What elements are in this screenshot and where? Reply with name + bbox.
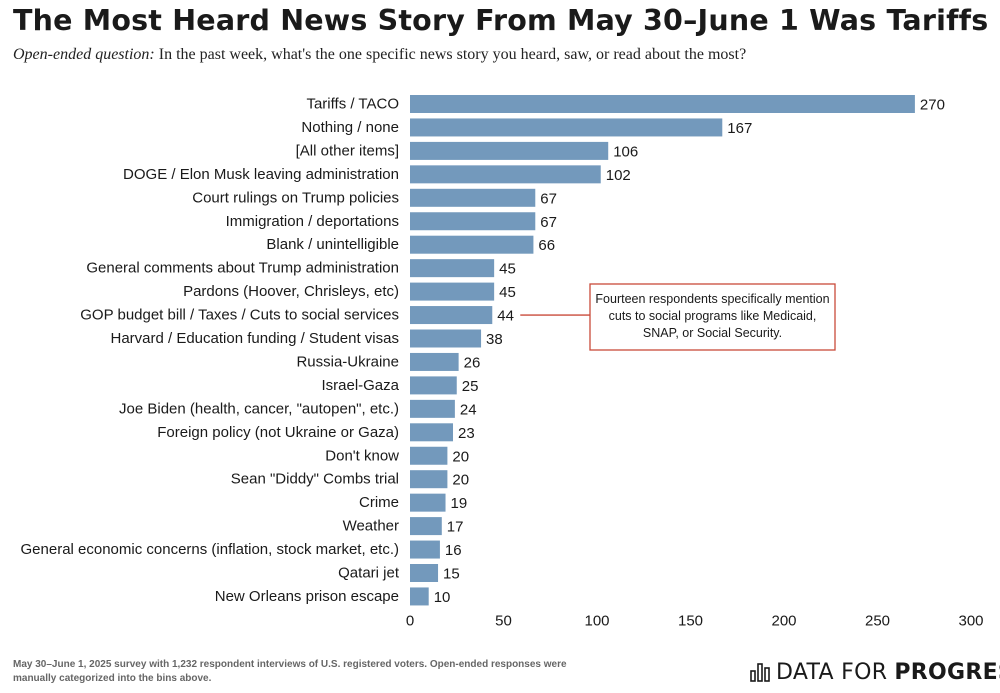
x-tick-label: 300 [958,613,983,630]
value-label: 16 [445,542,462,559]
bar [410,517,442,536]
value-label: 26 [464,354,481,371]
bar [410,470,448,489]
category-label: Israel-Gaza [321,377,399,394]
category-label: Russia-Ukraine [296,353,399,370]
bar [410,282,495,301]
value-label: 20 [452,448,469,465]
value-label: 25 [462,378,479,395]
annotation-text-line: Fourteen respondents specifically mentio… [595,292,829,306]
bar-chart: Tariffs / TACO 270 Nothing / none 167 [All o… [21,95,984,630]
brand-name-light: DATA FOR [776,659,888,685]
value-label: 106 [613,143,638,160]
bar [410,423,454,442]
category-label: Weather [343,518,399,535]
category-label: General economic concerns (inflation, st… [21,541,400,558]
value-label: 66 [538,237,555,254]
category-label: Qatari jet [338,565,400,582]
category-label: Harvard / Education funding / Student vi… [110,330,399,347]
value-label: 15 [443,566,460,583]
chart-title: The Most Heard News Story From May 30–Ju… [13,4,989,37]
x-tick-label: 250 [865,613,890,630]
category-label: New Orleans prison escape [215,588,399,605]
bar [410,376,457,395]
value-label: 44 [497,308,514,325]
bar [410,141,609,160]
bar [410,329,482,348]
category-label: General comments about Trump administrat… [86,260,399,277]
bar [410,235,534,254]
value-label: 67 [540,214,557,231]
value-label: 45 [499,261,516,278]
category-label: Joe Biden (health, cancer, "autopen", et… [119,400,399,417]
footnote: May 30–June 1, 2025 survey with 1,232 re… [13,659,567,684]
bar [410,306,493,325]
value-label: 102 [606,167,631,184]
category-label: Foreign policy (not Ukraine or Gaza) [157,424,399,441]
bar [410,587,429,606]
value-label: 10 [434,589,451,606]
bar [410,118,723,137]
annotation-box [589,283,836,351]
bar [410,564,439,582]
category-label: [All other items] [296,142,399,159]
bar [410,399,455,418]
value-label: 19 [451,495,468,512]
value-label: 23 [458,425,475,442]
value-label: 167 [727,120,752,137]
category-label: Crime [359,494,399,511]
bar-chart-logo-icon [750,663,770,682]
x-tick-label: 50 [495,613,512,630]
value-label: 24 [460,401,477,418]
x-tick-label: 200 [771,613,796,630]
chart-subtitle: Open-ended question: In the past week, w… [13,46,746,64]
value-label: 17 [447,519,464,536]
annotation-text-line: SNAP, or Social Security. [643,326,782,340]
category-label: Don't know [325,447,399,464]
bar [410,212,536,231]
bar [410,540,440,559]
value-label: 67 [540,190,557,207]
question-label: Open-ended question: [13,46,155,63]
category-label: Pardons (Hoover, Chrisleys, etc) [183,283,399,300]
category-label: GOP budget bill / Taxes / Cuts to social… [80,307,399,324]
bar [410,493,446,512]
category-label: Sean "Diddy" Combs trial [231,471,399,488]
category-label: Tariffs / TACO [306,96,399,113]
bar [410,188,536,207]
question-text: In the past week, what's the one specifi… [158,46,747,63]
brand-name-bold: PROGRESS [894,659,1000,685]
bar [410,259,495,278]
value-label: 270 [920,97,945,114]
category-label: Court rulings on Trump policies [192,189,399,206]
bar [410,446,448,465]
x-tick-label: 100 [584,613,609,630]
bar [410,165,601,184]
category-label: Blank / unintelligible [266,236,399,253]
category-label: Immigration / deportations [226,213,399,230]
value-label: 20 [452,472,469,489]
x-tick-label: 150 [678,613,703,630]
category-label: Nothing / none [301,119,399,136]
bar [410,95,915,113]
category-label: DOGE / Elon Musk leaving administration [123,166,399,183]
value-label: 38 [486,331,503,348]
bar [410,352,459,371]
value-label: 45 [499,284,516,301]
x-tick-label: 0 [406,613,414,630]
annotation-text-line: cuts to social programs like Medicaid, [609,309,817,323]
brand-logo: DATA FORPROGRESS [750,657,1000,687]
